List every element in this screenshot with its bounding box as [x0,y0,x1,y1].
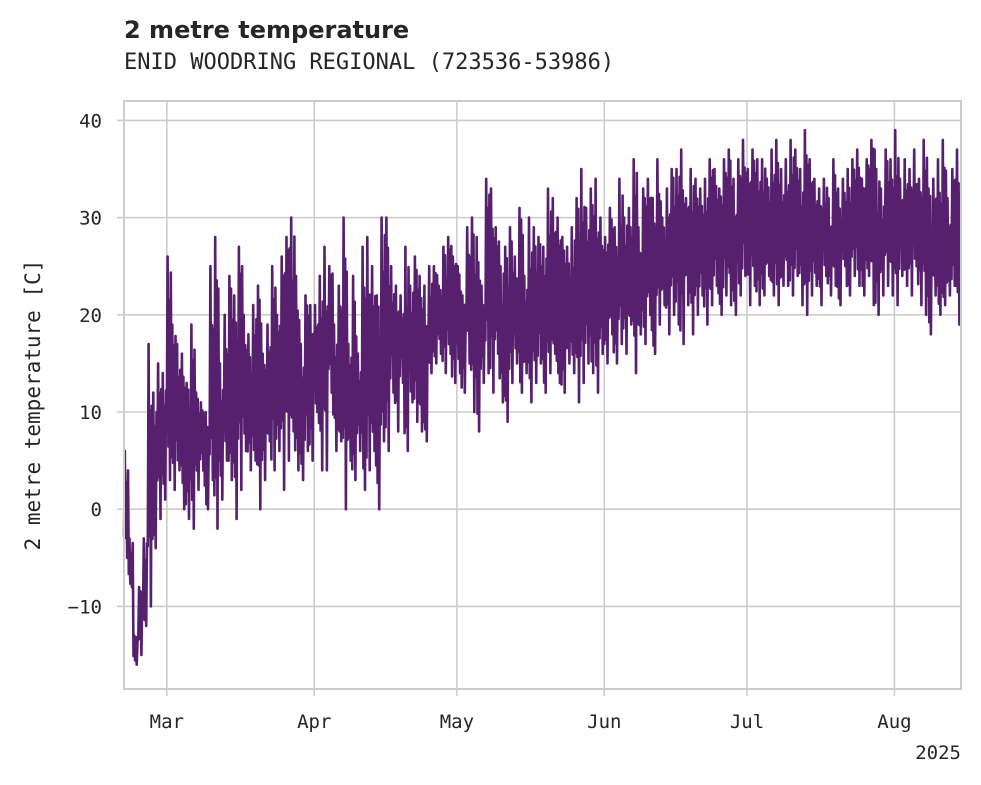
x-tick-label: Jun [587,711,621,733]
y-tick-label: −10 [68,596,102,618]
x-tick-label: Aug [877,711,911,733]
x-offset-year-label: 2025 [915,742,961,764]
y-tick-label: 10 [79,402,102,424]
chart-title: 2 metre temperature [124,16,410,44]
y-tick-label: 20 [79,305,102,327]
chart-subtitle: ENID WOODRING REGIONAL (723536-53986) [124,50,615,75]
temperature-series-line [122,128,962,667]
y-axis-label: 2 metre temperature [C] [21,260,45,551]
plot-frame [123,100,962,690]
y-tick-label: 30 [79,208,102,230]
x-tick-label: Jul [730,711,764,733]
y-tick-label: 0 [91,499,102,521]
x-tick-label: Apr [297,711,331,733]
x-tick-label: May [440,711,474,733]
x-tick-label: Mar [150,711,184,733]
y-tick-label: 40 [79,110,102,132]
